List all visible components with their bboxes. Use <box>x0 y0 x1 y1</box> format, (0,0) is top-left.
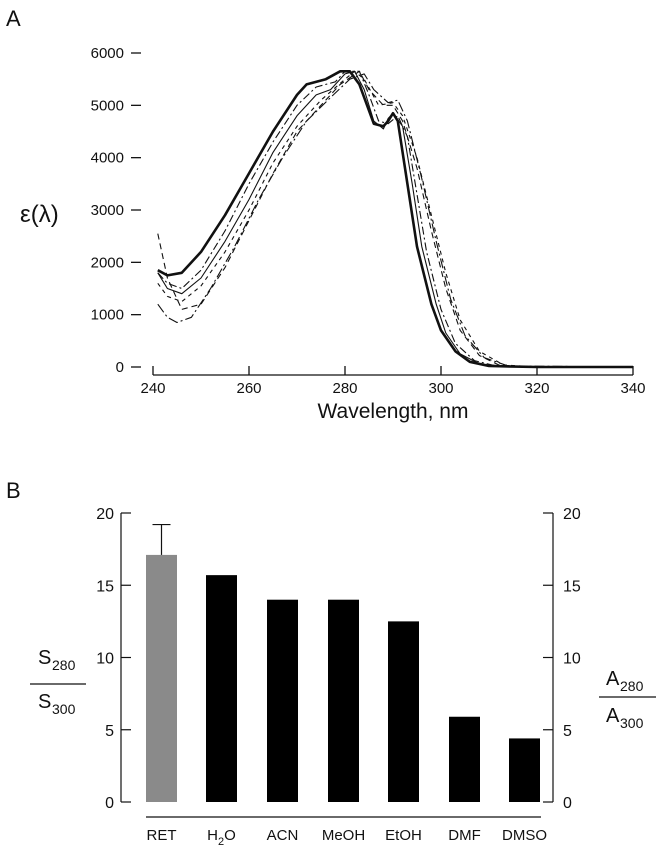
category-label-DMF: DMF <box>448 827 481 844</box>
x-axis-label-a: Wavelength, nm <box>318 400 469 423</box>
svg-text:300: 300 <box>620 715 644 731</box>
y-axis-label-a: ε(λ) <box>20 201 59 228</box>
y-tick-label-a: 3000 <box>91 202 124 219</box>
y-axis-label-left-b: S 280 S 300 <box>30 647 86 717</box>
y-tick-label-a: 1000 <box>91 307 124 324</box>
y-tick-label-left-b: 5 <box>105 723 114 740</box>
y-tick-label-a: 6000 <box>91 45 124 62</box>
bar-MeOH <box>328 599 359 802</box>
bar-DMF <box>449 716 480 802</box>
panel-label-a: A <box>6 6 21 31</box>
x-tick-label-a: 300 <box>428 380 453 397</box>
category-label-DMSO: DMSO <box>502 827 547 844</box>
spectrum-line-dashed-1 <box>157 70 633 368</box>
bar-EtOH <box>388 621 419 802</box>
category-label-H2O: H2O <box>207 827 236 848</box>
x-tick-label-a: 320 <box>524 380 549 397</box>
spectrum-line-dash-dot-2 <box>157 73 634 368</box>
y-tick-label-right-b: 10 <box>563 651 581 668</box>
y-axis-label-right-b: A 280 A 300 <box>599 668 656 731</box>
y-tick-label-right-b: 20 <box>563 506 581 523</box>
category-label-MeOH: MeOH <box>322 827 365 844</box>
y-tick-label-right-b: 0 <box>563 795 572 812</box>
svg-text:300: 300 <box>52 701 76 717</box>
category-label-ACN: ACN <box>267 827 299 844</box>
svg-text:A: A <box>606 705 620 727</box>
svg-text:S: S <box>38 647 51 669</box>
category-label-EtOH: EtOH <box>385 827 422 844</box>
y-tick-label-a: 2000 <box>91 254 124 271</box>
y-tick-label-a: 5000 <box>91 97 124 114</box>
y-tick-label-right-b: 15 <box>563 578 581 595</box>
spectrum-line-thin-solid <box>157 70 633 368</box>
svg-text:S: S <box>38 691 51 713</box>
bar-H2O <box>206 575 237 802</box>
x-tick-label-a: 280 <box>332 380 357 397</box>
y-tick-label-left-b: 10 <box>96 651 114 668</box>
svg-text:A: A <box>606 668 620 690</box>
svg-text:280: 280 <box>52 657 76 673</box>
y-tick-label-left-b: 15 <box>96 578 114 595</box>
bar-DMSO <box>509 738 540 802</box>
y-tick-label-right-b: 5 <box>563 723 572 740</box>
panel-label-b: B <box>6 478 21 503</box>
y-tick-label-left-b: 20 <box>96 506 114 523</box>
x-tick-label-a: 240 <box>140 380 165 397</box>
svg-text:280: 280 <box>620 678 644 694</box>
y-tick-label-left-b: 0 <box>105 795 114 812</box>
y-tick-label-a: 4000 <box>91 150 124 167</box>
x-tick-label-a: 260 <box>236 380 261 397</box>
bar-RET <box>146 554 177 802</box>
category-label-RET: RET <box>147 827 177 844</box>
spectrum-line-thick-solid <box>157 70 633 369</box>
x-tick-label-a: 340 <box>620 380 645 397</box>
y-tick-label-a: 0 <box>116 359 124 376</box>
bar-ACN <box>267 599 298 802</box>
